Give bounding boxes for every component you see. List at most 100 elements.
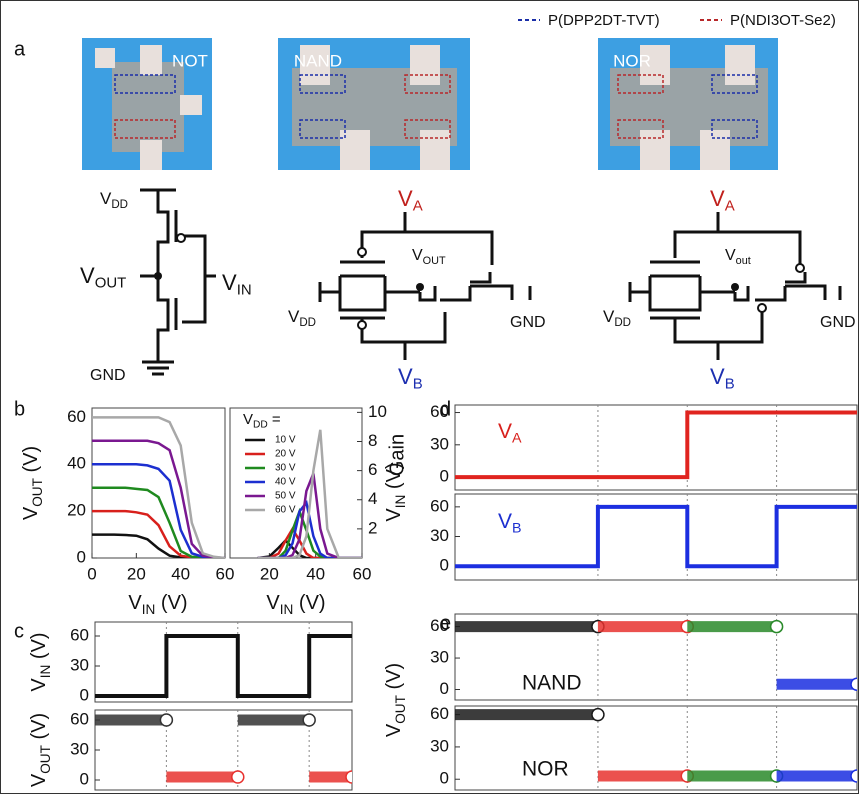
panel-letter: b xyxy=(14,398,25,420)
label-unit: (V) xyxy=(383,462,405,494)
label: VIN (V) xyxy=(383,462,407,521)
label-main: V xyxy=(498,510,512,533)
label: GND xyxy=(510,314,546,331)
label-sub: IN xyxy=(393,495,408,509)
label-sub: OUT xyxy=(38,745,53,774)
device-label: NOT xyxy=(172,51,208,70)
label-sub: A xyxy=(512,430,522,446)
y-tick-label: 0 xyxy=(77,547,86,566)
label: NAND xyxy=(522,672,582,695)
label-sub: OUT xyxy=(30,478,45,507)
y-tick-label: 30 xyxy=(430,736,449,755)
legend-label: 20 V xyxy=(275,449,296,460)
label: VIN (V) xyxy=(266,592,325,616)
end-marker xyxy=(232,771,244,783)
label-main: V xyxy=(710,364,725,389)
y-tick-label: 60 xyxy=(430,496,449,515)
y-tick-label: 60 xyxy=(430,402,449,421)
y-tick-label: 60 xyxy=(430,704,449,723)
label-main: V xyxy=(243,411,253,428)
label-main: V xyxy=(288,307,300,326)
label-sub: DD xyxy=(111,199,128,211)
device-label: NOR xyxy=(613,51,651,70)
legend-label: 50 V xyxy=(275,491,296,502)
label-sub: B xyxy=(512,520,522,536)
label-sub: DD xyxy=(614,317,631,329)
label: NOR xyxy=(522,758,569,781)
label-sub: A xyxy=(413,198,423,215)
label-sub: IN xyxy=(280,602,294,617)
y-tick-label: 60 xyxy=(70,709,89,728)
x-tick-label: 60 xyxy=(216,564,235,583)
x-tick-label: 20 xyxy=(127,564,146,583)
y-tick-label: 0 xyxy=(440,467,449,486)
y-tick-label: 30 xyxy=(430,526,449,545)
label-sub: OUT xyxy=(95,275,127,292)
x-tick-label: 40 xyxy=(171,564,190,583)
label-sub: DD xyxy=(253,419,268,430)
label-main: V xyxy=(28,773,50,787)
legend-label: 30 V xyxy=(275,463,296,474)
label-main: V xyxy=(383,723,405,737)
label-main: V xyxy=(128,592,142,614)
label-sub: DD xyxy=(299,317,316,329)
label-main: V xyxy=(398,186,413,211)
y-tick-label: 30 xyxy=(430,648,449,667)
legend-label: P(DPP2DT-TVT) xyxy=(548,12,660,29)
y-tick-label: 60 xyxy=(70,625,89,644)
y-tick-label: 20 xyxy=(67,501,86,520)
label-main: V xyxy=(725,247,736,264)
y-tick-label: 0 xyxy=(80,769,89,788)
label: VIN (V) xyxy=(128,592,187,616)
label-sub: IN xyxy=(38,665,53,679)
label-main: V xyxy=(20,506,42,520)
label-sub: OUT xyxy=(423,255,446,267)
page: {"legend":[{"text":"P(DPP2DT-TVT)","colo… xyxy=(0,0,859,794)
label-main: V xyxy=(398,364,413,389)
y-tick-label: 30 xyxy=(430,434,449,453)
label-main: V xyxy=(100,189,112,208)
label-sub: IN xyxy=(142,602,156,617)
label-main: V xyxy=(383,508,405,522)
label-unit: (V) xyxy=(293,592,325,614)
y-tick-label: 2 xyxy=(368,518,377,537)
x-tick-label: 20 xyxy=(260,564,279,583)
y-tick-label: 0 xyxy=(440,679,449,698)
label-sub: IN xyxy=(237,282,252,299)
label-main: V xyxy=(28,678,50,692)
x-tick-label: 0 xyxy=(87,564,96,583)
figure: P(DPP2DT-TVT)P(NDI3OT-Se2)abcdeNOTNANDNO… xyxy=(0,0,859,794)
label-unit: (V) xyxy=(383,663,405,695)
label-unit: = xyxy=(268,411,281,428)
device-label: NAND xyxy=(294,51,342,70)
end-marker xyxy=(303,714,315,726)
y-tick-label: 30 xyxy=(70,655,89,674)
y-tick-label: 6 xyxy=(368,460,377,479)
y-tick-label: 0 xyxy=(80,685,89,704)
label-sub: B xyxy=(725,376,735,393)
label-sub: B xyxy=(413,376,423,393)
y-tick-label: 0 xyxy=(440,556,449,575)
label: VIN (V) xyxy=(28,632,52,691)
end-marker xyxy=(160,714,172,726)
legend-label: 10 V xyxy=(275,435,296,446)
legend-label: 60 V xyxy=(275,505,296,516)
label-main: V xyxy=(80,263,95,288)
label: GND xyxy=(90,367,126,384)
label-sub: OUT xyxy=(393,695,408,724)
y-tick-label: 60 xyxy=(67,407,86,426)
label-main: V xyxy=(710,186,725,211)
end-marker xyxy=(592,709,604,721)
x-tick-label: 40 xyxy=(306,564,325,583)
label-main: V xyxy=(498,420,512,443)
y-tick-label: 0 xyxy=(440,769,449,788)
label-main: V xyxy=(603,307,615,326)
end-marker xyxy=(771,621,783,633)
x-tick-label: 60 xyxy=(353,564,372,583)
label-main: V xyxy=(222,270,237,295)
panel-letter: a xyxy=(14,38,26,60)
label-unit: (V) xyxy=(28,713,50,745)
label-main: V xyxy=(412,247,423,264)
y-tick-label: 60 xyxy=(430,616,449,635)
panel-letter: c xyxy=(14,620,24,642)
